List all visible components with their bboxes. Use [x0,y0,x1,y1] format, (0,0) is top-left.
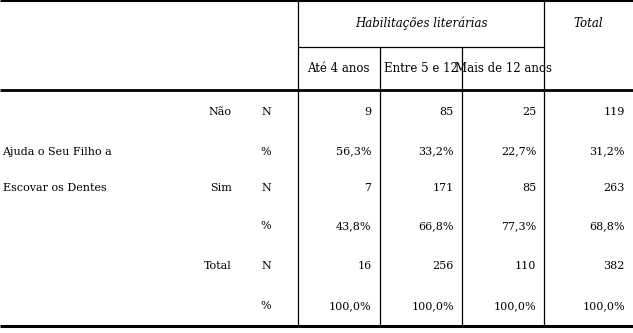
Text: N: N [261,107,271,117]
Text: 110: 110 [515,261,536,271]
Text: 25: 25 [522,107,536,117]
Text: 119: 119 [603,107,625,117]
Text: Total: Total [204,261,232,271]
Text: Até 4 anos: Até 4 anos [308,62,370,75]
Text: Sim: Sim [210,183,232,193]
Text: 9: 9 [365,107,372,117]
Text: 171: 171 [432,183,454,193]
Text: 68,8%: 68,8% [589,221,625,231]
Text: N: N [261,261,271,271]
Text: 16: 16 [357,261,372,271]
Text: 382: 382 [603,261,625,271]
Text: 263: 263 [603,183,625,193]
Text: 100,0%: 100,0% [411,301,454,311]
Text: %: % [261,301,271,311]
Text: Habilitações literárias: Habilitações literárias [354,17,487,30]
Text: 100,0%: 100,0% [582,301,625,311]
Text: 22,7%: 22,7% [501,147,536,157]
Text: Mais de 12 anos: Mais de 12 anos [454,62,552,75]
Text: 43,8%: 43,8% [336,221,372,231]
Text: 100,0%: 100,0% [494,301,536,311]
Text: N: N [261,183,271,193]
Text: 77,3%: 77,3% [501,221,536,231]
Text: 56,3%: 56,3% [336,147,372,157]
Text: Escovar os Dentes: Escovar os Dentes [3,183,106,193]
Text: 66,8%: 66,8% [418,221,454,231]
Text: 256: 256 [432,261,454,271]
Text: 31,2%: 31,2% [589,147,625,157]
Text: Não: Não [209,107,232,117]
Text: Total: Total [574,17,603,30]
Text: %: % [261,147,271,157]
Text: Entre 5 e 12: Entre 5 e 12 [384,62,458,75]
Text: 100,0%: 100,0% [329,301,372,311]
Text: 7: 7 [365,183,372,193]
Text: 85: 85 [439,107,454,117]
Text: 85: 85 [522,183,536,193]
Text: Ajuda o Seu Filho a: Ajuda o Seu Filho a [3,147,112,157]
Text: %: % [261,221,271,231]
Text: 33,2%: 33,2% [418,147,454,157]
